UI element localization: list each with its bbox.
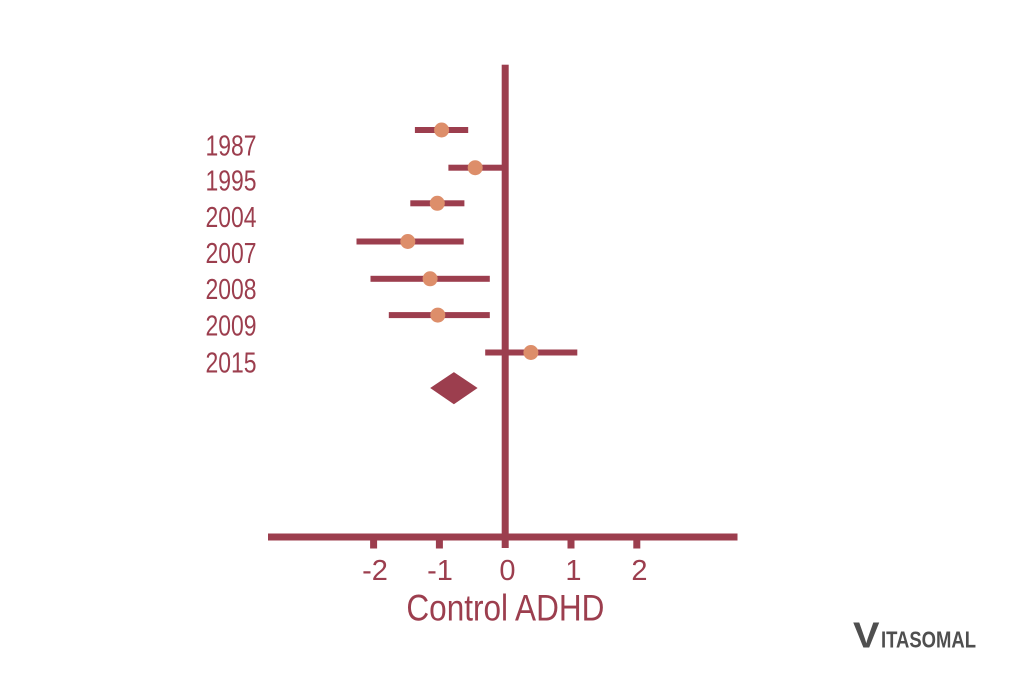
svg-text:1987: 1987 (206, 130, 257, 162)
svg-text:2: 2 (631, 555, 647, 587)
svg-text:ITASOMAL: ITASOMAL (881, 627, 976, 653)
svg-text:Control ADHD: Control ADHD (406, 588, 604, 629)
svg-text:-2: -2 (362, 555, 388, 587)
svg-text:2008: 2008 (206, 274, 257, 306)
svg-text:V: V (853, 615, 880, 656)
svg-text:1: 1 (565, 555, 581, 587)
svg-text:2009: 2009 (206, 310, 257, 342)
svg-text:2015: 2015 (206, 348, 257, 380)
svg-text:0: 0 (499, 555, 515, 587)
svg-text:2007: 2007 (206, 238, 257, 270)
svg-text:-1: -1 (427, 555, 453, 587)
svg-text:1995: 1995 (206, 166, 257, 198)
svg-text:2004: 2004 (206, 202, 257, 234)
